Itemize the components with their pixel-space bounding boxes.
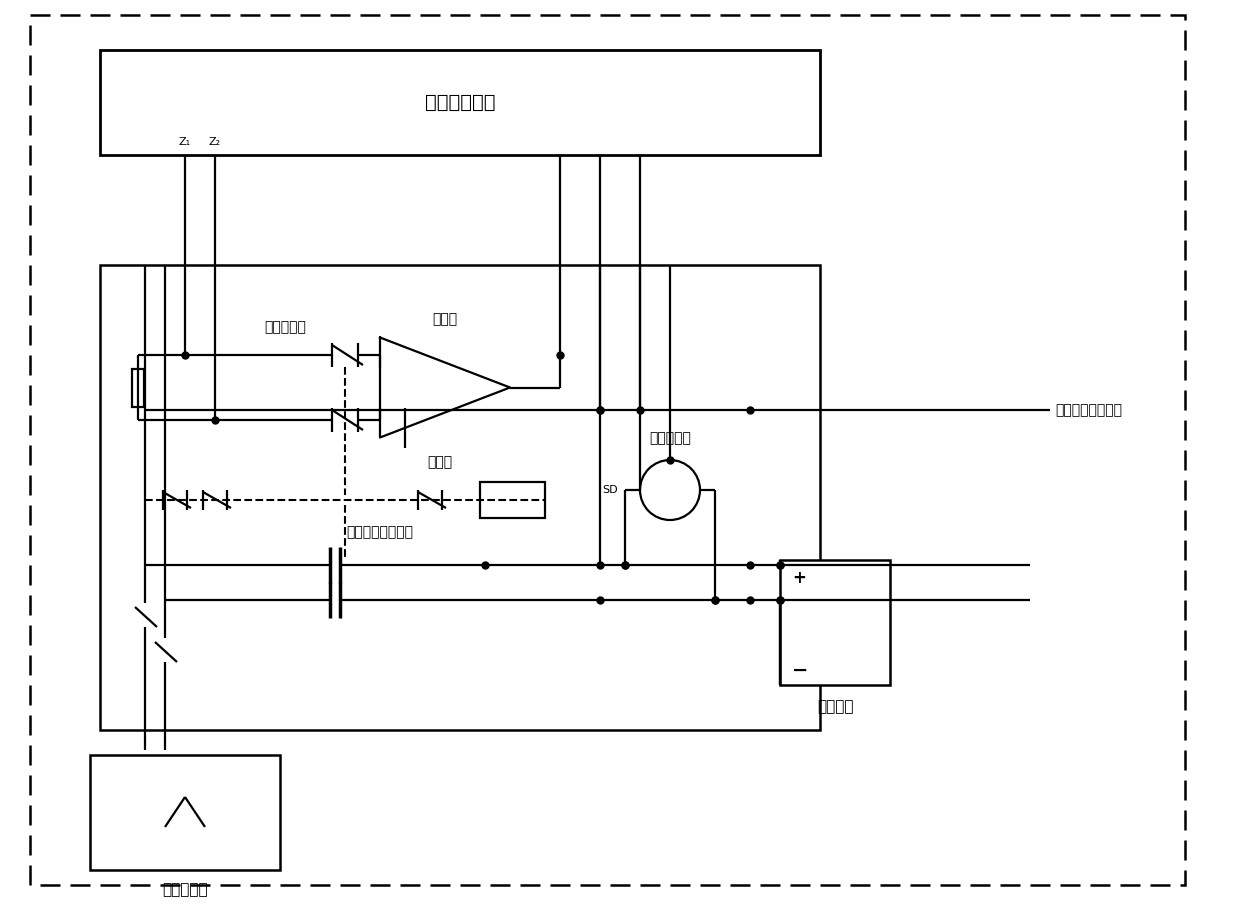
- Text: Z₂: Z₂: [208, 137, 221, 147]
- Bar: [100, 265, 820, 730]
- Bar: [480, 482, 546, 518]
- Bar: [131, 368, 144, 407]
- Text: SD: SD: [603, 485, 618, 495]
- Text: 制动继电器: 制动继电器: [264, 320, 306, 334]
- Text: −: −: [792, 660, 808, 679]
- Text: Z₁: Z₁: [179, 137, 191, 147]
- Text: 车辆紧急制动电路: 车辆紧急制动电路: [1055, 403, 1122, 417]
- Bar: [91, 755, 280, 870]
- Text: 电源模块: 电源模块: [817, 700, 853, 714]
- Text: 制动控制单元: 制动控制单元: [425, 93, 495, 112]
- Text: 制动继电器: 制动继电器: [649, 431, 691, 445]
- Bar: [780, 560, 890, 685]
- Text: +: +: [792, 569, 806, 587]
- Text: 比较器: 比较器: [433, 312, 458, 327]
- Text: 预设値: 预设値: [428, 455, 453, 469]
- Bar: [100, 50, 820, 155]
- Text: 制动控制阀: 制动控制阀: [162, 882, 208, 898]
- Text: 制动控制切断装置: 制动控制切断装置: [346, 525, 413, 539]
